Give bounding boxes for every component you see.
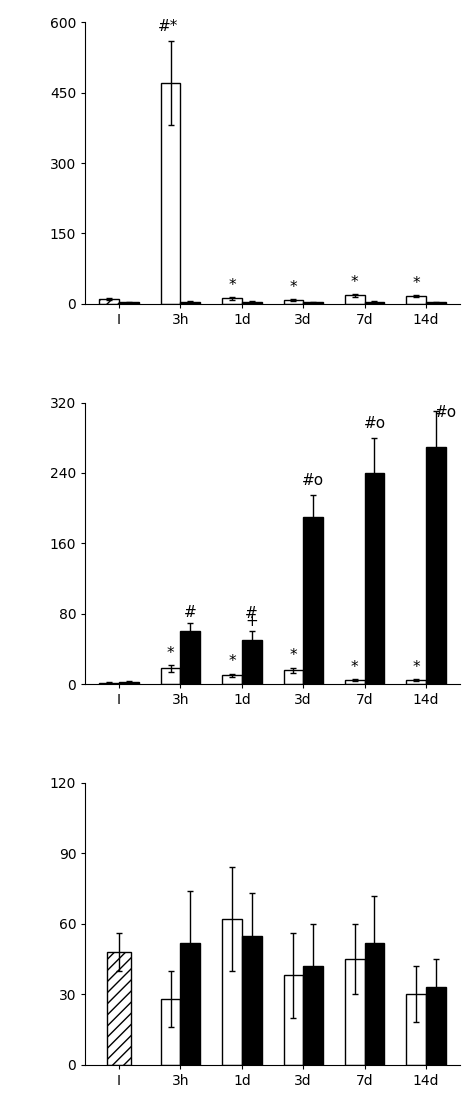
Text: *: * — [228, 278, 236, 293]
Bar — [181, 943, 200, 1065]
Text: #o: #o — [435, 406, 457, 420]
Bar — [345, 680, 365, 684]
Bar — [406, 994, 426, 1065]
Bar — [365, 472, 384, 684]
Text: #: # — [246, 606, 258, 621]
Bar — [222, 298, 242, 304]
Text: *: * — [412, 660, 420, 674]
Bar — [283, 670, 303, 684]
Bar — [222, 675, 242, 684]
Text: *: * — [228, 654, 236, 670]
Text: #o: #o — [364, 416, 385, 430]
Bar — [100, 299, 119, 304]
Text: *: * — [412, 276, 420, 291]
Bar — [242, 640, 262, 684]
Text: *: * — [351, 660, 359, 674]
Bar — [161, 83, 181, 304]
Bar — [345, 295, 365, 304]
Bar — [119, 682, 139, 684]
Bar — [406, 680, 426, 684]
Text: #*: #* — [157, 19, 178, 34]
Bar — [426, 302, 446, 304]
Text: *: * — [167, 645, 174, 661]
Bar — [345, 959, 365, 1065]
Text: #: # — [184, 606, 197, 620]
Bar — [283, 301, 303, 304]
Bar — [303, 517, 323, 684]
Bar — [222, 919, 242, 1065]
Text: +: + — [246, 613, 258, 629]
Bar — [303, 302, 323, 304]
Text: *: * — [351, 275, 359, 291]
Text: #o: #o — [302, 472, 324, 488]
Bar — [365, 302, 384, 304]
Text: *: * — [290, 648, 297, 663]
Bar — [242, 302, 262, 304]
Bar — [161, 669, 181, 684]
Bar — [365, 943, 384, 1065]
Bar — [406, 296, 426, 304]
Bar — [242, 936, 262, 1065]
Bar — [426, 447, 446, 684]
Bar — [161, 999, 181, 1065]
Bar — [181, 302, 200, 304]
Bar — [100, 682, 119, 684]
Bar — [119, 302, 139, 304]
Bar — [426, 987, 446, 1065]
Text: *: * — [290, 281, 297, 295]
Bar — [107, 952, 131, 1065]
Bar — [181, 631, 200, 684]
Bar — [283, 976, 303, 1065]
Bar — [303, 966, 323, 1065]
